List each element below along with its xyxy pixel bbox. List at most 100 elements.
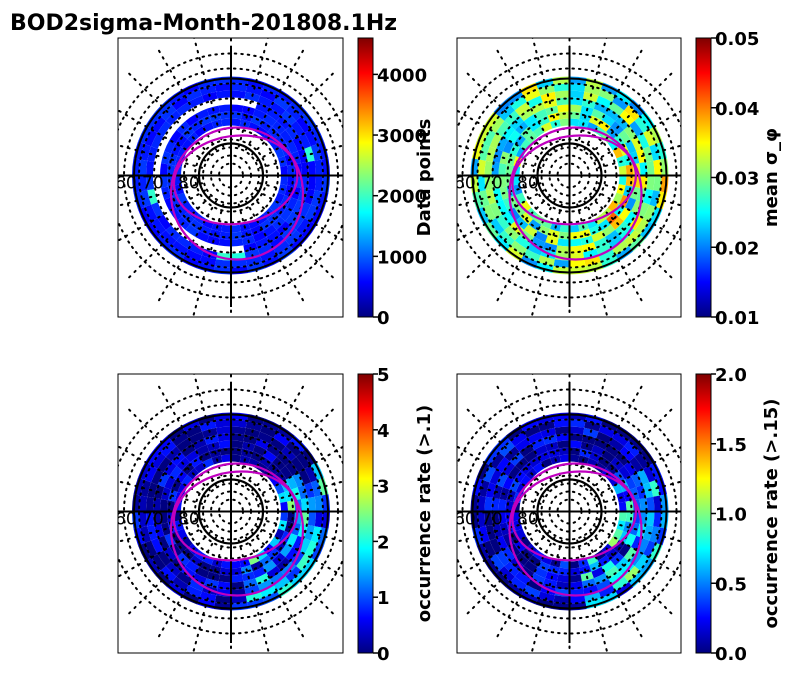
lat-label: 60 bbox=[115, 510, 137, 530]
polar-plot: 60 70 80 bbox=[457, 374, 681, 653]
heatmap-cell bbox=[559, 118, 570, 127]
colorbar-tick-label: 3000 bbox=[377, 126, 427, 147]
heatmap-cell bbox=[257, 431, 274, 444]
heatmap-cell bbox=[624, 566, 640, 582]
heatmap-cell bbox=[596, 243, 612, 256]
axes-frame bbox=[456, 37, 682, 318]
heatmap-cell bbox=[605, 443, 620, 458]
heatmap-cell bbox=[221, 454, 231, 463]
heatmap-cell bbox=[493, 99, 511, 117]
heatmap-cell bbox=[290, 570, 307, 588]
heatmap-cell bbox=[514, 235, 531, 250]
heatmap-cell bbox=[260, 425, 277, 438]
heatmap-cell bbox=[155, 234, 172, 252]
heatmap-cell bbox=[163, 547, 177, 562]
heatmap-cell bbox=[634, 116, 650, 133]
heatmap-cell bbox=[160, 105, 177, 121]
heatmap-cell bbox=[280, 501, 288, 512]
heatmap-cell bbox=[618, 543, 631, 558]
heatmap-cell bbox=[493, 570, 511, 588]
heatmap-cell bbox=[304, 189, 315, 205]
heatmap-cell bbox=[231, 567, 243, 576]
heatmap-cell bbox=[273, 431, 291, 447]
heatmap-cell bbox=[199, 420, 217, 432]
heatmap-cell bbox=[165, 446, 181, 462]
heatmap-cell bbox=[245, 84, 263, 96]
heatmap-cell bbox=[155, 570, 172, 588]
heatmap-cell bbox=[218, 440, 231, 449]
heatmap-cell bbox=[514, 437, 531, 452]
heatmap-cell bbox=[307, 511, 316, 527]
heatmap-cell bbox=[298, 133, 311, 149]
heatmap-cell bbox=[605, 565, 620, 580]
lat-label: 80 bbox=[178, 174, 200, 194]
heatmap-cell bbox=[613, 134, 625, 147]
heatmap-cell bbox=[634, 218, 650, 235]
heatmap-cell bbox=[157, 535, 170, 551]
colorbar-label: mean σ_φ bbox=[761, 128, 782, 227]
heatmap-cell bbox=[221, 224, 231, 233]
heatmap-cell bbox=[160, 163, 168, 176]
heatmap-cell bbox=[477, 159, 486, 176]
heatmap-cell bbox=[523, 249, 541, 262]
heatmap-cell bbox=[139, 175, 148, 192]
heatmap-cell bbox=[530, 236, 546, 249]
heatmap-cell bbox=[598, 555, 611, 567]
heatmap-cell bbox=[274, 470, 287, 483]
heatmap-cell bbox=[491, 161, 500, 176]
heatmap-cell bbox=[266, 565, 282, 580]
heatmap-cell bbox=[637, 133, 650, 149]
heatmap-cell bbox=[255, 102, 270, 115]
heatmap-cell bbox=[266, 443, 282, 458]
heatmap-cell bbox=[485, 482, 497, 498]
heatmap-cell bbox=[171, 431, 189, 447]
heatmap-cell bbox=[523, 224, 538, 237]
heatmap-cell bbox=[559, 454, 570, 463]
colorbar-tick-label: 0 bbox=[377, 644, 390, 665]
heatmap-cell bbox=[598, 249, 616, 262]
heatmap-cell bbox=[286, 533, 298, 547]
heatmap-cell bbox=[491, 497, 500, 512]
heatmap-cell bbox=[523, 450, 538, 463]
heatmap-cell bbox=[255, 236, 270, 249]
heatmap-cell bbox=[310, 526, 322, 543]
heatmap-cell bbox=[605, 107, 620, 122]
heatmap-cell bbox=[491, 175, 500, 190]
heatmap-cell bbox=[304, 525, 315, 541]
heatmap-cell bbox=[160, 175, 168, 188]
heatmap-cell bbox=[290, 435, 307, 453]
heatmap-cell bbox=[598, 425, 616, 438]
heatmap-cell bbox=[628, 234, 646, 252]
heatmap-cell bbox=[165, 110, 181, 126]
heatmap-cell bbox=[287, 500, 295, 512]
colorbar-tick-label: 0.04 bbox=[715, 99, 759, 120]
heatmap-cell bbox=[245, 420, 263, 432]
heatmap-cell bbox=[199, 255, 217, 267]
heatmap-cell bbox=[478, 480, 490, 497]
heatmap-cell bbox=[188, 243, 205, 256]
heatmap-cell bbox=[502, 140, 515, 154]
heatmap-cell bbox=[523, 114, 538, 127]
heatmap-cell bbox=[153, 497, 162, 512]
heatmap-cell bbox=[185, 114, 199, 127]
heatmap-cell bbox=[593, 102, 609, 115]
heatmap-cell bbox=[290, 120, 305, 137]
heatmap-cell bbox=[605, 229, 620, 244]
heatmap-cell bbox=[624, 197, 637, 211]
heatmap-cell bbox=[188, 431, 205, 444]
heatmap-cell bbox=[218, 574, 231, 583]
heatmap-cell bbox=[584, 84, 601, 96]
heatmap-cell bbox=[139, 159, 148, 176]
heatmap-cell bbox=[504, 446, 520, 462]
heatmap-cell bbox=[160, 230, 177, 246]
heatmap-cell bbox=[637, 469, 650, 485]
heatmap-cell bbox=[649, 190, 661, 207]
heatmap-cell bbox=[252, 108, 267, 121]
heatmap-cell bbox=[499, 230, 515, 246]
heatmap-cell bbox=[593, 236, 609, 249]
heatmap-cell bbox=[584, 591, 601, 603]
heatmap-cell bbox=[646, 511, 655, 527]
heatmap-cell bbox=[286, 140, 298, 154]
heatmap-cell bbox=[514, 540, 526, 553]
